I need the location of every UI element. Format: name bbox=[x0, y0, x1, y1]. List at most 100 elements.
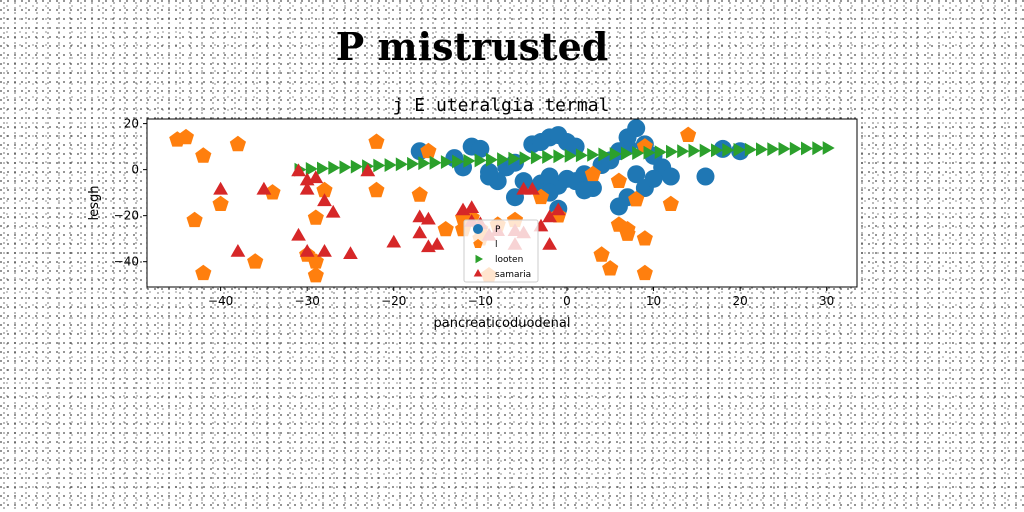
figure-title: P mistrusted bbox=[335, 24, 609, 69]
data-point-looten bbox=[384, 158, 397, 172]
plot-frame bbox=[146, 118, 858, 288]
x-tick-label: −40 bbox=[208, 294, 233, 308]
data-point-looten bbox=[508, 151, 521, 166]
data-point-samaria bbox=[291, 227, 306, 241]
data-point-looten bbox=[429, 155, 442, 170]
legend-label-l: l bbox=[495, 240, 498, 250]
data-point-samaria bbox=[325, 204, 341, 218]
data-point-P bbox=[471, 139, 490, 158]
data-point-looten bbox=[778, 142, 791, 156]
data-point-P bbox=[514, 172, 533, 191]
x-tick-label: 30 bbox=[819, 294, 834, 308]
data-point-looten bbox=[407, 156, 420, 171]
data-point-l bbox=[316, 181, 333, 198]
data-point-samaria bbox=[317, 244, 332, 257]
data-point-samaria bbox=[299, 181, 315, 195]
legend-label-looten: looten bbox=[495, 255, 523, 265]
data-point-looten bbox=[328, 160, 341, 175]
data-point-looten bbox=[677, 144, 690, 159]
data-point-l bbox=[368, 133, 385, 149]
data-point-l bbox=[619, 225, 636, 241]
data-point-looten bbox=[530, 150, 543, 165]
data-point-samaria bbox=[550, 202, 566, 216]
data-point-samaria bbox=[421, 211, 436, 225]
data-point-looten bbox=[542, 150, 555, 164]
data-point-samaria bbox=[299, 244, 315, 257]
data-point-looten bbox=[598, 147, 611, 162]
data-point-looten bbox=[564, 148, 577, 163]
data-point-looten bbox=[373, 158, 386, 173]
data-point-l bbox=[247, 253, 264, 269]
data-point-looten bbox=[497, 152, 510, 167]
data-point-looten bbox=[789, 141, 802, 156]
y-tick-label: −40 bbox=[114, 255, 139, 269]
data-point-l bbox=[195, 264, 212, 281]
data-point-samaria bbox=[360, 163, 376, 177]
data-point-looten bbox=[767, 142, 780, 157]
data-point-looten bbox=[666, 144, 678, 159]
data-point-looten bbox=[621, 146, 633, 161]
data-point-l bbox=[636, 230, 653, 246]
data-point-l bbox=[212, 195, 229, 211]
data-point-looten bbox=[587, 148, 600, 162]
legend-marker-samaria bbox=[473, 269, 483, 277]
legend-label-P: P bbox=[495, 225, 501, 235]
data-point-samaria bbox=[230, 244, 246, 257]
x-axis-ticks: −40 −30 −20 −10 0 10 20 30 bbox=[208, 287, 834, 308]
data-point-samaria bbox=[542, 237, 557, 250]
data-point-looten bbox=[463, 154, 476, 168]
data-point-looten bbox=[812, 141, 825, 156]
data-point-l bbox=[602, 260, 619, 276]
data-point-l bbox=[264, 184, 281, 200]
data-point-samaria bbox=[524, 181, 540, 195]
data-point-samaria bbox=[213, 181, 228, 195]
x-axis-label: pancreaticoduodenal bbox=[434, 316, 571, 331]
data-point-l bbox=[307, 253, 324, 269]
data-point-P bbox=[480, 167, 499, 186]
data-point-P bbox=[627, 165, 646, 184]
data-point-samaria bbox=[317, 193, 332, 207]
legend-box bbox=[463, 219, 539, 283]
data-point-looten bbox=[485, 152, 498, 167]
data-point-looten bbox=[553, 149, 566, 164]
x-tick-label: −30 bbox=[295, 294, 320, 308]
data-point-l bbox=[636, 264, 653, 281]
data-point-l bbox=[593, 246, 610, 262]
data-point-samaria bbox=[291, 163, 306, 177]
data-point-looten bbox=[722, 143, 735, 157]
data-point-P bbox=[575, 181, 594, 200]
data-point-samaria bbox=[464, 200, 480, 213]
data-point-looten bbox=[822, 141, 835, 155]
legend-marker-l bbox=[473, 239, 483, 248]
y-tick-label: 0 bbox=[131, 163, 139, 177]
data-point-looten bbox=[440, 155, 453, 169]
data-point-looten bbox=[688, 143, 701, 158]
data-point-samaria bbox=[343, 246, 358, 259]
y-axis-label: lesgh bbox=[87, 186, 102, 221]
data-point-looten bbox=[756, 142, 768, 157]
data-point-samaria bbox=[412, 209, 428, 223]
data-point-l bbox=[437, 221, 454, 237]
data-point-looten bbox=[643, 145, 656, 160]
data-point-looten bbox=[452, 154, 465, 169]
y-tick-label: 20 bbox=[124, 117, 139, 131]
y-tick-label: −20 bbox=[114, 209, 139, 223]
data-point-samaria bbox=[412, 225, 428, 239]
x-tick-label: 10 bbox=[646, 294, 661, 308]
x-tick-label: −10 bbox=[468, 294, 493, 308]
data-point-looten bbox=[711, 143, 723, 158]
data-point-samaria bbox=[542, 209, 557, 223]
data-point-P bbox=[661, 167, 680, 186]
data-point-looten bbox=[609, 147, 622, 161]
data-point-l bbox=[610, 172, 627, 188]
data-point-looten bbox=[632, 146, 645, 160]
data-point-l bbox=[680, 126, 697, 142]
data-point-l bbox=[229, 135, 246, 152]
data-point-looten bbox=[519, 151, 532, 166]
data-point-l bbox=[177, 128, 194, 145]
data-point-looten bbox=[305, 162, 318, 176]
data-point-samaria bbox=[429, 237, 445, 250]
data-point-looten bbox=[395, 157, 408, 172]
data-point-looten bbox=[317, 161, 329, 176]
